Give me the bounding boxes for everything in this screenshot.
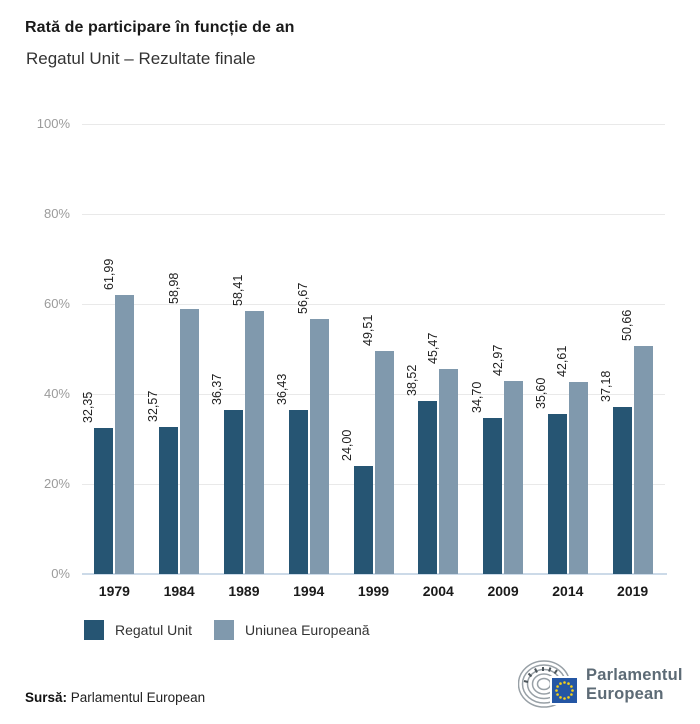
hemicycle-eu-flag-icon [518, 660, 578, 708]
logo-wordmark: Parlamentul European [586, 666, 683, 704]
y-axis-tick: 0% [51, 566, 70, 581]
bar-value-label: 58,98 [166, 272, 181, 304]
x-axis-label: 1999 [357, 583, 390, 599]
bar-uniunea-europeana [244, 311, 264, 574]
x-axis-label: 1979 [98, 583, 130, 599]
x-axis-label: 2014 [552, 583, 584, 599]
logo-line-2: European [586, 685, 664, 703]
y-axis-tick: 40% [43, 386, 70, 401]
x-axis-label: 2009 [487, 583, 519, 599]
bar-value-label: 42,61 [555, 345, 570, 378]
bar-value-label: 36,37 [210, 374, 225, 406]
legend-swatch-uniunea-europeana [214, 620, 235, 640]
bar-value-label: 34,70 [469, 381, 484, 413]
source-value: Parlamentul European [70, 690, 206, 705]
bar-regatul-unit [223, 410, 243, 574]
bar-regatul-unit [418, 400, 438, 574]
bar-value-label: 49,51 [361, 314, 375, 347]
bar-uniunea-europeana [374, 351, 394, 574]
gridline [82, 484, 665, 485]
bar-value-label: 37,18 [599, 370, 614, 402]
bar-uniunea-europeana [309, 318, 329, 574]
x-axis-line [82, 573, 667, 575]
bar-regatul-unit [612, 406, 632, 574]
gridline [82, 304, 665, 305]
bar-value-label: 58,41 [231, 274, 246, 307]
legend-label-uniunea-europeana: Uniunea Europeană [245, 622, 370, 638]
legend-swatch-regatul-unit [84, 620, 104, 640]
bar-value-label: 35,60 [534, 377, 549, 409]
gridline [82, 214, 665, 215]
x-axis-label: 1989 [228, 583, 260, 599]
logo-line-1: Parlamentul [586, 666, 683, 684]
bar-uniunea-europeana [568, 382, 588, 574]
source-label: Sursă: [25, 690, 68, 705]
bar-value-label: 42,97 [490, 344, 505, 376]
chart-legend: Regatul Unit Uniunea Europeană [84, 620, 392, 640]
bar-value-label: 50,66 [620, 309, 635, 342]
european-parliament-logo: Parlamentul European [518, 658, 683, 712]
bar-value-label: 38,52 [404, 364, 419, 396]
y-axis-tick: 20% [43, 476, 70, 491]
x-axis-label: 1984 [163, 583, 195, 599]
bar-value-label: 36,43 [275, 373, 290, 406]
bar-value-label: 45,47 [425, 333, 440, 365]
bar-uniunea-europeana [180, 308, 200, 574]
bar-value-label: 24,00 [340, 429, 354, 461]
bar-regatul-unit [288, 410, 308, 574]
bar-uniunea-europeana [115, 295, 135, 574]
legend-item-uniunea-europeana: Uniunea Europeană [214, 620, 370, 640]
bar-value-label: 61,99 [101, 258, 116, 291]
gridline [82, 124, 665, 125]
gridline [82, 394, 665, 395]
bar-value-label: 32,35 [80, 392, 95, 424]
chart-subtitle: Regatul Unit – Rezultate finale [26, 49, 256, 68]
bar-value-label: 32,57 [145, 391, 160, 423]
bar-regatul-unit [483, 417, 503, 574]
legend-item-regatul-unit: Regatul Unit [84, 620, 192, 640]
y-axis-tick: 80% [43, 206, 70, 221]
legend-label-regatul-unit: Regatul Unit [115, 622, 193, 638]
x-axis-label: 2019 [617, 583, 649, 599]
bar-regatul-unit [159, 427, 179, 574]
bar-regatul-unit [353, 466, 373, 574]
bar-regatul-unit [94, 428, 114, 574]
y-axis-tick: 60% [43, 296, 70, 311]
x-axis-label: 1994 [293, 583, 325, 599]
bar-uniunea-europeana [633, 346, 653, 574]
bar-value-label: 56,67 [296, 282, 311, 314]
y-axis-tick: 100% [36, 116, 70, 131]
x-axis-label: 2004 [422, 583, 454, 599]
source-note: Sursă: Parlamentul European [25, 690, 205, 705]
bar-uniunea-europeana [504, 380, 524, 574]
eu-stars [555, 681, 574, 700]
bar-regatul-unit [547, 413, 567, 574]
bar-uniunea-europeana [439, 369, 459, 574]
chart-title: Rată de participare în funcție de an [25, 19, 295, 36]
